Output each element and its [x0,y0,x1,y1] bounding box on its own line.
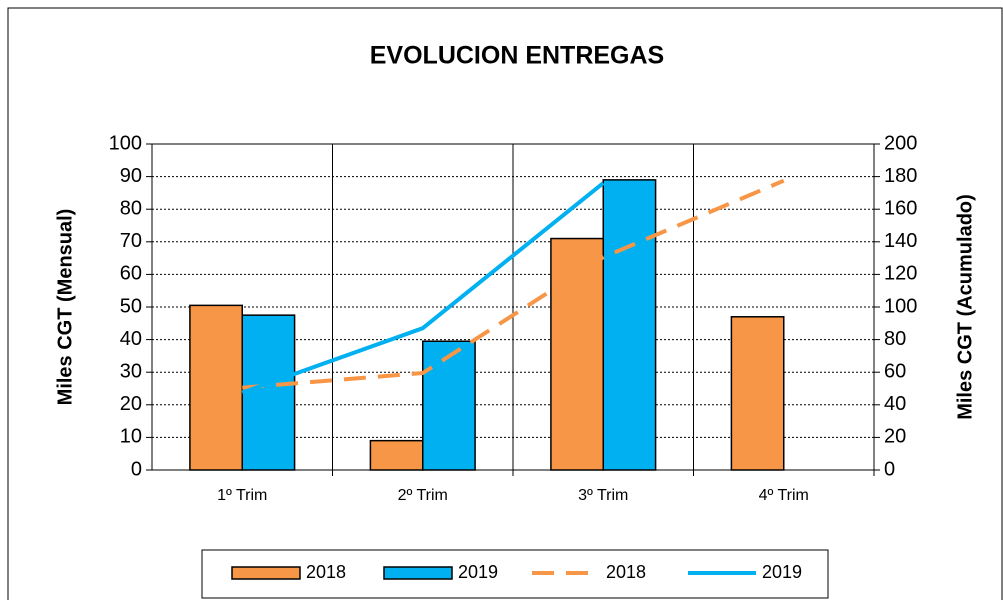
y2-tick-label: 180 [884,165,917,187]
y-tick-label: 100 [109,132,142,154]
legend-label: 2019 [458,562,498,582]
x-tick-label: 4º Trim [759,487,809,504]
y2-tick-label: 0 [884,458,895,480]
y2-tick-label: 100 [884,295,917,317]
y2-axis-label: Miles CGT (Acumulado) [954,194,976,420]
legend-swatch [383,566,453,580]
bar [422,340,476,471]
x-tick-label: 3º Trim [578,487,628,504]
legend-label: 2018 [606,562,646,582]
line [241,181,605,395]
y2-tick-label: 40 [884,393,906,415]
y-tick-label: 10 [120,426,142,448]
y2-tick-label: 120 [884,263,917,285]
legend-label: 2019 [762,562,802,582]
bar [550,237,605,471]
y-tick-label: 20 [120,393,142,415]
y-tick-label: 70 [120,230,142,252]
y-tick-label: 50 [120,295,142,317]
legend-label: 2018 [306,562,346,582]
y-tick-label: 0 [131,458,142,480]
bar [730,316,785,471]
y2-tick-label: 200 [884,132,917,154]
x-tick-label: 1º Trim [217,487,267,504]
y2-tick-label: 160 [884,197,917,219]
chart-border [7,7,1003,605]
y-tick-label: 40 [120,328,142,350]
bar [241,314,296,471]
bar [189,304,243,471]
y2-tick-label: 140 [884,230,917,252]
bar [602,179,657,471]
y2-tick-label: 20 [884,426,906,448]
y-tick-label: 30 [120,360,142,382]
y-axis-label: Miles CGT (Mensual) [54,209,76,406]
chart-title: EVOLUCION ENTREGAS [370,42,664,70]
y-tick-label: 80 [120,197,142,219]
y2-tick-label: 60 [884,360,906,382]
x-tick-label: 2º Trim [398,487,448,504]
legend-swatch [231,566,301,580]
y-tick-label: 90 [120,165,142,187]
line [242,178,785,390]
y2-tick-label: 80 [884,328,906,350]
y-tick-label: 60 [120,263,142,285]
bar [369,439,424,471]
